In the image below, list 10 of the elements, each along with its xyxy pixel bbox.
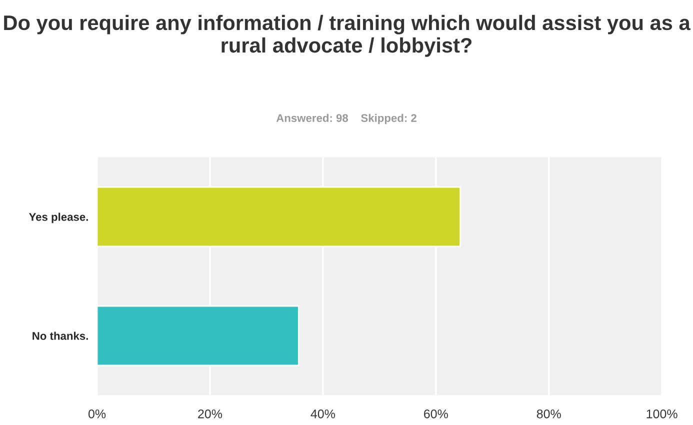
y-tick-label: Yes please. <box>28 212 88 224</box>
x-tick-label: 0% <box>88 409 106 418</box>
x-tick-label: 20% <box>198 409 222 418</box>
x-tick-label: 80% <box>536 409 561 418</box>
y-tick-label: No thanks. <box>32 332 88 340</box>
x-tick-label: 100% <box>646 409 678 418</box>
x-tick-label: 40% <box>310 409 336 418</box>
chart-subtitle: Answered: 98 Skipped: 2 <box>276 114 416 124</box>
chart-title: Do you require any information / training which would assist you as a rural advocate / lobbyist? <box>4 14 690 57</box>
x-tick-label: 60% <box>424 409 448 418</box>
